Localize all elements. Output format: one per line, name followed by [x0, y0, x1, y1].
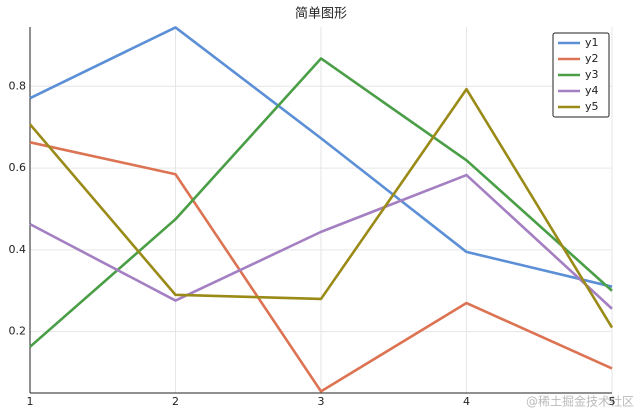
y-tick-label: 0.2 [9, 325, 27, 338]
legend-label: y4 [585, 84, 599, 97]
y-tick-label: 0.6 [9, 161, 27, 174]
x-tick-label: 4 [463, 395, 470, 408]
legend-label: y3 [585, 68, 599, 81]
legend: y1 y2 y3 y4 y5 [552, 32, 610, 118]
y-tick-label: 0.4 [9, 243, 27, 256]
legend-label: y5 [585, 100, 599, 113]
legend-label: y2 [585, 52, 599, 65]
line [29, 87, 614, 329]
line [29, 26, 613, 288]
line [29, 57, 613, 348]
x-tick-label: 3 [318, 395, 325, 408]
legend-label: y1 [585, 36, 599, 49]
line [29, 173, 613, 310]
watermark: @稀土掘金技术社区 [526, 394, 634, 409]
chart-title: 简单图形 [295, 6, 347, 22]
legend-box [552, 32, 610, 118]
x-tick-label: 5 [609, 395, 616, 408]
x-tick-label: 2 [172, 395, 179, 408]
x-tick-label: 1 [27, 395, 34, 408]
y-tick-label: 0.8 [9, 79, 27, 92]
line [29, 141, 613, 393]
